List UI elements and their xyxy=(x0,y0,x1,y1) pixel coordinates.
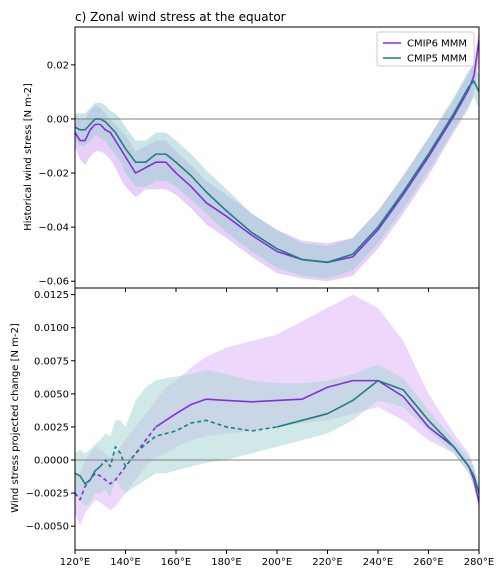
x-tick-label: 260°E xyxy=(413,557,443,568)
y-axis-label-projected: Wind stress projected change [N m-2] xyxy=(10,323,21,513)
range-band-cmip5 xyxy=(75,64,479,279)
x-tick-label: 220°E xyxy=(312,557,342,568)
panel-historical: 0.02 0.00 −0.02 −0.04 −0.06 CMIP6 MMM CMIP5 MM… xyxy=(38,26,480,292)
y-tick-label: −0.0025 xyxy=(26,489,69,500)
y-tick-label: 0.02 xyxy=(47,60,69,71)
plot-area xyxy=(75,27,479,282)
legend-box xyxy=(376,31,475,67)
plot-area xyxy=(75,294,479,527)
y-axis-label-historical: Historical wind stress [N m-2] xyxy=(23,83,34,231)
x-tick-label: 120°E xyxy=(60,557,90,568)
y-tick-label: −0.06 xyxy=(38,277,69,288)
chart-title: c) Zonal wind stress at the equator xyxy=(75,10,286,24)
y-tick-label: −0.04 xyxy=(38,223,69,234)
panel-projected: 0.0125 0.0100 0.0075 0.0050 0.0025 0.0000 −0.0… xyxy=(26,287,494,568)
y-tick-label: 0.0125 xyxy=(34,290,69,301)
range-band-cmip5 xyxy=(75,364,479,507)
series-line-cmip6 xyxy=(75,40,479,264)
x-tick-label: 180°E xyxy=(211,557,241,568)
y-tick-label: 0.00 xyxy=(47,114,69,125)
series-line-cmip5 xyxy=(276,379,479,494)
y-tick-label: 0.0075 xyxy=(34,356,69,367)
x-tick-label: 140°E xyxy=(110,557,140,568)
y-tick-label: 0.0000 xyxy=(34,456,69,467)
y-tick-label: 0.0100 xyxy=(34,323,69,334)
y-tick-label: 0.0025 xyxy=(34,422,69,433)
x-tick-label: 200°E xyxy=(262,557,292,568)
legend-label: CMIP5 MMM xyxy=(407,54,467,65)
x-tick-label: 280°E xyxy=(464,557,494,568)
legend: CMIP6 MMM CMIP5 MMM xyxy=(376,31,475,67)
legend-label: CMIP6 MMM xyxy=(407,39,467,50)
x-tick-label: 160°E xyxy=(161,557,191,568)
y-tick-label: 0.0050 xyxy=(34,389,69,400)
series-line-cmip5 xyxy=(75,466,101,485)
series-line-cmip5 xyxy=(75,80,479,264)
y-tick-label: −0.02 xyxy=(38,169,69,180)
y-tick-label: −0.0050 xyxy=(26,522,69,533)
x-tick-label: 240°E xyxy=(363,557,393,568)
